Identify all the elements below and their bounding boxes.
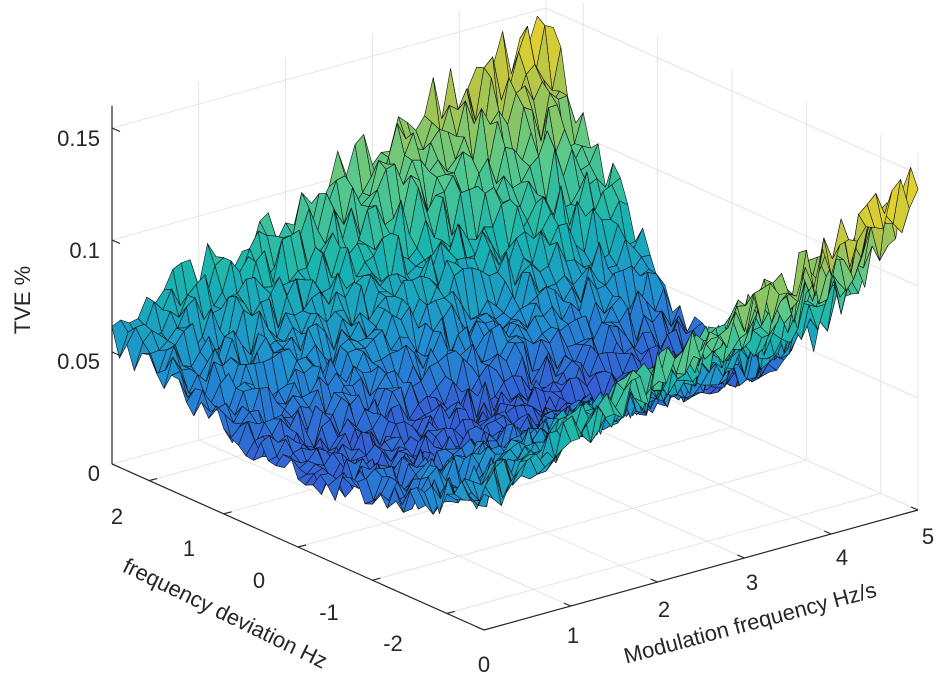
- z-tick-mark: [111, 239, 121, 245]
- y-tick-label: 1: [183, 536, 195, 561]
- y-tick-mark: [149, 478, 158, 482]
- y-tick-label: -2: [383, 631, 403, 656]
- y-tick-label: 0: [253, 568, 265, 593]
- tick-labels: 0 0.05 0.1 0.15 2 1 0 -1 -2 0 1 2 3 4 5: [57, 126, 934, 677]
- grid-line: [446, 492, 881, 614]
- x-tick-label: 4: [836, 545, 848, 570]
- surface-mesh: [111, 15, 919, 515]
- grid-line: [372, 459, 807, 581]
- y-tick-mark: [446, 610, 455, 614]
- x-tick-label: 0: [478, 652, 490, 677]
- y-axis-label: frequency deviation Hz: [119, 553, 331, 674]
- x-tick-label: 3: [746, 570, 758, 595]
- y-tick-mark: [223, 511, 232, 515]
- z-axis-label: TVE %: [10, 266, 35, 334]
- z-tick-mark: [111, 351, 121, 357]
- x-tick-mark: [737, 554, 745, 559]
- y-tick-label: -1: [319, 600, 339, 625]
- axes: [111, 105, 919, 631]
- x-tick-mark: [563, 602, 572, 607]
- z-tick-mark: [111, 127, 121, 133]
- y-tick-label: 2: [111, 504, 123, 529]
- z-tick-label: 0.1: [69, 238, 100, 263]
- z-tick-mark: [111, 463, 121, 469]
- grid-line: [297, 426, 733, 548]
- y-tick-mark: [297, 544, 307, 548]
- x-tick-mark: [823, 530, 832, 535]
- x-tick-label: 5: [922, 524, 934, 549]
- surface-face: [476, 486, 494, 510]
- x-tick-mark: [476, 626, 485, 631]
- x-tick-mark: [910, 506, 919, 511]
- x-tick-label: 1: [567, 623, 579, 648]
- x-tick-label: 2: [658, 597, 670, 622]
- y-tick-mark: [372, 577, 381, 581]
- z-tick-label: 0.05: [57, 349, 100, 374]
- x-tick-mark: [650, 578, 658, 583]
- x-axis-line: [483, 509, 919, 631]
- z-tick-label: 0: [88, 461, 100, 486]
- z-tick-label: 0.15: [57, 126, 100, 151]
